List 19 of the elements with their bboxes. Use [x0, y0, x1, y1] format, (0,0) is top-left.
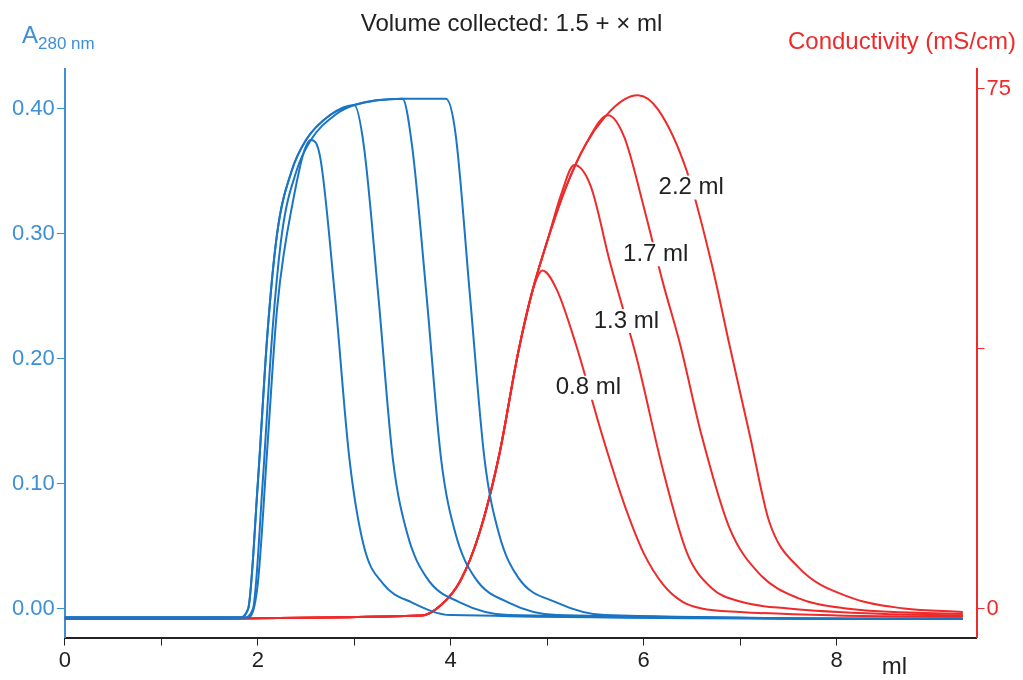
y-tick-label: 0.20: [11, 344, 55, 370]
x-tick-label: 2: [251, 646, 264, 672]
x-tick-label: 0: [58, 646, 71, 672]
series-label: 0.8 ml: [555, 372, 622, 400]
series-label: 1.3 ml: [593, 305, 659, 333]
x-tick-label: 4: [444, 646, 457, 672]
y-tick-label: 0.30: [11, 219, 55, 245]
x-tick-label: 6: [637, 646, 650, 672]
series-label: 1.7 ml: [623, 238, 689, 266]
y-tick-label: 0.40: [11, 94, 55, 120]
y2-tick-label: 75: [986, 74, 1012, 100]
y-tick-label: 0.00: [11, 594, 55, 620]
x-axis-title: ml: [881, 652, 908, 680]
y2-tick-label: 0: [986, 594, 999, 620]
y-tick-label: 0.10: [11, 469, 55, 495]
x-tick-label: 8: [830, 646, 843, 672]
chart-title: Volume collected: 1.5 + × ml: [360, 9, 663, 37]
series-label: 2.2 ml: [658, 172, 724, 200]
y2-axis-title: Conductivity (mS/cm): [787, 26, 1017, 54]
